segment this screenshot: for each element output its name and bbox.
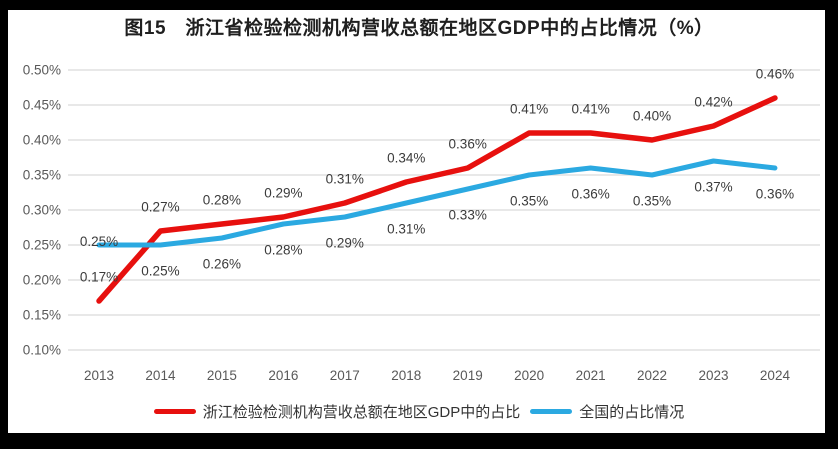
data-label-series-1: 0.31% (387, 222, 425, 237)
data-label-series-1: 0.33% (449, 208, 487, 223)
x-axis-tick-label: 2014 (145, 368, 176, 383)
data-label-series-0: 0.40% (633, 109, 671, 124)
x-axis-tick-label: 2017 (330, 368, 360, 383)
series-line-1 (96, 158, 778, 248)
chart-background (8, 10, 825, 433)
legend: 浙江检验检测机构营收总额在地区GDP中的占比 全国的占比情况 (0, 401, 838, 422)
data-label-series-0: 0.28% (203, 193, 241, 208)
data-label-series-1: 0.35% (510, 194, 548, 209)
x-axis-tick-label: 2024 (760, 368, 791, 383)
legend-label-zhejiang: 浙江检验检测机构营收总额在地区GDP中的占比 (202, 404, 521, 421)
y-axis-tick-label: 0.45% (23, 98, 61, 113)
data-label-series-0: 0.36% (449, 137, 487, 152)
y-axis-tick-label: 0.40% (23, 133, 61, 148)
data-label-series-1: 0.29% (326, 236, 364, 251)
x-axis-tick-label: 2013 (84, 368, 114, 383)
data-label-series-1: 0.35% (633, 194, 671, 209)
data-label-series-1: 0.37% (694, 180, 732, 195)
series-line-0 (96, 95, 778, 304)
data-label-series-1: 0.36% (571, 187, 609, 202)
y-axis-tick-label: 0.10% (23, 343, 61, 358)
x-axis-tick-label: 2016 (268, 368, 298, 383)
data-label-series-1: 0.28% (264, 243, 302, 258)
y-axis-tick-label: 0.25% (23, 238, 61, 253)
legend-item-zhejiang: 浙江检验检测机构营收总额在地区GDP中的占比 (153, 401, 521, 422)
data-label-series-0: 0.27% (141, 200, 179, 215)
y-axis-tick-label: 0.15% (23, 308, 61, 323)
y-axis-tick-label: 0.30% (23, 203, 61, 218)
data-label-series-0: 0.29% (264, 186, 302, 201)
legend-label-national: 全国的占比情况 (579, 404, 685, 421)
chart-title: 图15 浙江省检验检测机构营收总额在地区GDP中的占比情况（%） (124, 18, 714, 39)
data-label-series-1: 0.25% (80, 234, 118, 249)
x-axis-tick-label: 2015 (207, 368, 237, 383)
y-axis-tick-label: 0.20% (23, 273, 61, 288)
x-axis-tick-label: 2020 (514, 368, 544, 383)
data-label-series-1: 0.36% (756, 187, 794, 202)
data-label-series-0: 0.46% (756, 67, 794, 82)
y-axis-tick-label: 0.35% (23, 168, 61, 183)
x-axis-tick-label: 2022 (637, 368, 667, 383)
x-axis-tick-label: 2019 (453, 368, 483, 383)
x-axis-tick-label: 2018 (391, 368, 421, 383)
blue-line-swatch (530, 409, 573, 414)
data-label-series-0: 0.41% (510, 102, 548, 117)
data-label-series-0: 0.41% (571, 102, 609, 117)
legend-item-national: 全国的占比情况 (530, 401, 684, 422)
x-axis-tick-label: 2023 (698, 368, 728, 383)
data-label-series-0: 0.31% (326, 172, 364, 187)
data-label-series-0: 0.42% (694, 95, 732, 110)
y-axis-tick-label: 0.50% (23, 63, 61, 78)
data-label-series-1: 0.25% (141, 264, 179, 279)
red-line-swatch (153, 409, 196, 414)
x-axis-tick-label: 2021 (576, 368, 606, 383)
data-label-series-1: 0.26% (203, 257, 241, 272)
data-label-series-0: 0.17% (80, 270, 118, 285)
data-label-series-0: 0.34% (387, 151, 425, 166)
